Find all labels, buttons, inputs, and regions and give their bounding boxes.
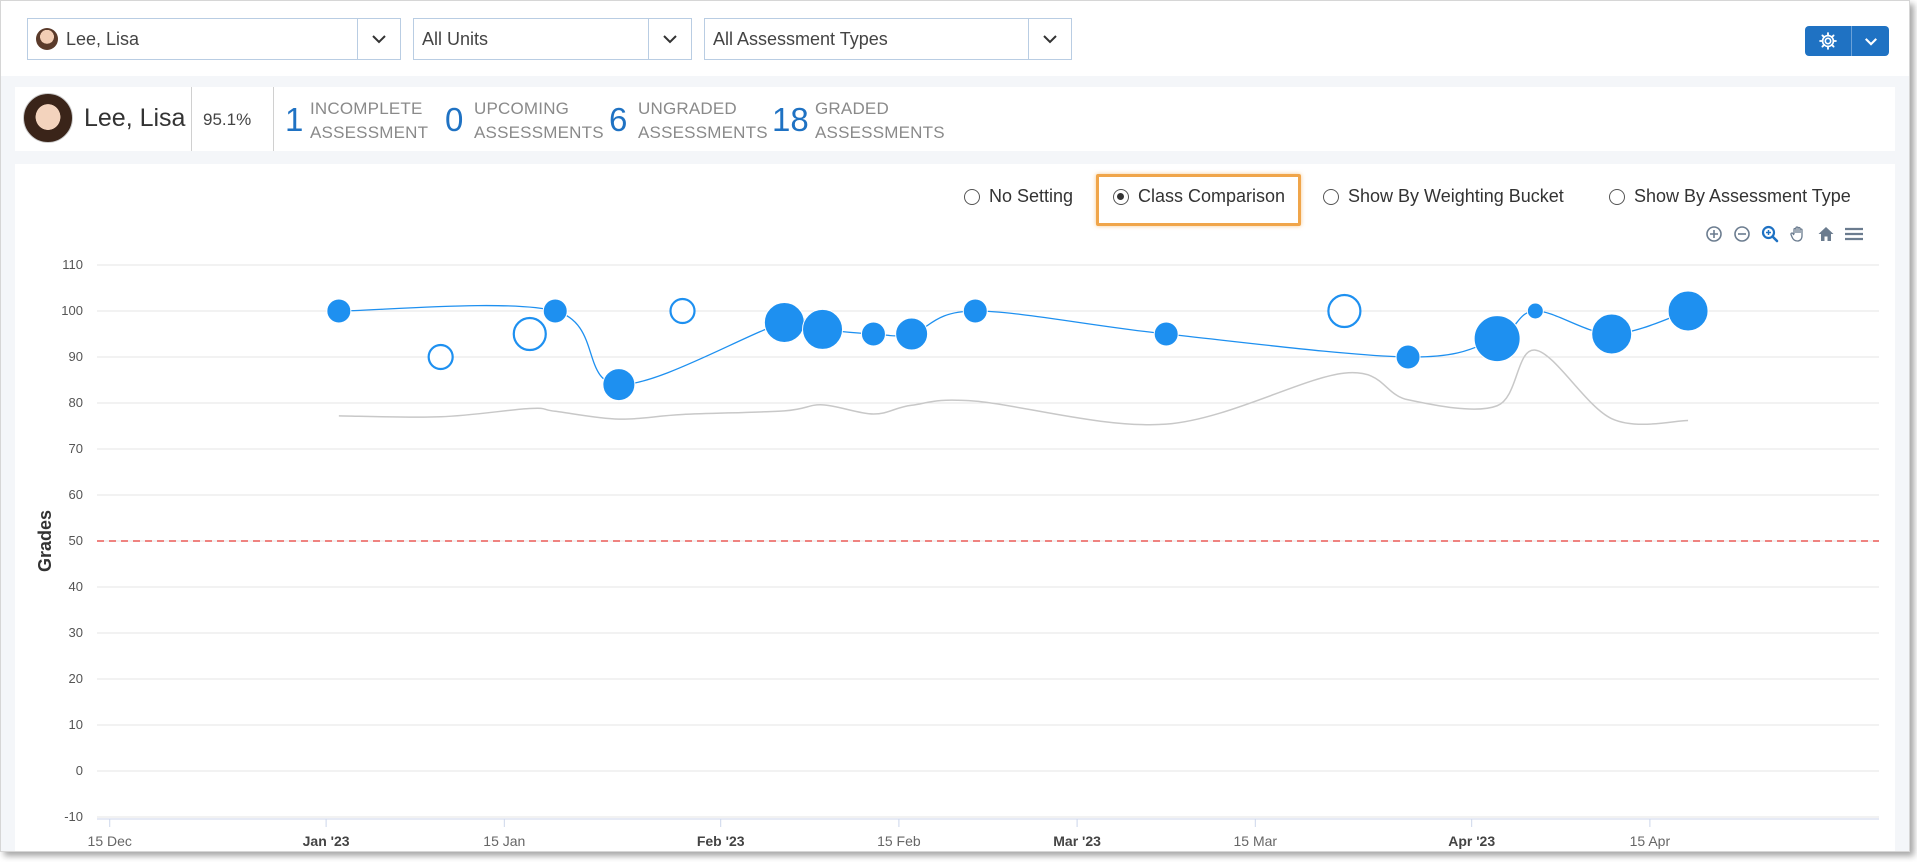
student-summary: Lee, Lisa 95.1% 1 INCOMPLETE ASSESSMENT 0… [15,87,1895,151]
unit-select-value: All Units [422,28,489,49]
ungraded-assessment-point[interactable] [427,343,454,371]
chart-toolbar [1703,223,1865,245]
radio-no-setting[interactable]: No Setting [964,186,1073,207]
x-tick-label: Jan '23 [303,833,350,849]
y-axis-label: Grades [35,510,55,572]
graded-assessment-point[interactable] [1591,313,1633,355]
graded-count: 18 [772,101,809,138]
class-average-line [338,349,1689,426]
y-tick-label: 50 [69,533,83,548]
y-tick-label: 60 [69,487,83,502]
student-select[interactable]: Lee, Lisa [27,18,401,60]
graded-label: GRADED ASSESSMENTS [815,99,945,142]
graded-assessment-point[interactable] [326,298,352,324]
zoom-in-icon[interactable] [1703,223,1725,245]
graded-assessment-point[interactable] [962,298,988,324]
overall-grade: 95.1% [203,110,252,129]
graded-assessment-point[interactable] [1395,344,1421,370]
graded-assessment-point[interactable] [802,308,844,350]
y-tick-label: 80 [69,395,83,410]
student-avatar-small [36,28,58,50]
ungraded-assessment-point[interactable] [1327,293,1362,329]
magnify-icon[interactable] [1759,223,1781,245]
x-tick-label: 15 Jan [483,833,525,849]
gear-icon[interactable] [1805,26,1852,56]
y-tick-label: 90 [69,349,83,364]
radio-circle-selected[interactable] [1113,188,1129,205]
radio-assessment-type[interactable]: Show By Assessment Type [1609,186,1851,207]
home-icon[interactable] [1815,223,1837,245]
radio-circle[interactable] [1609,188,1625,205]
graded-assessment-point[interactable] [1473,315,1521,363]
ungraded-assessment-point[interactable] [669,297,696,325]
chevron-down-icon[interactable] [648,19,691,59]
zoom-out-icon[interactable] [1731,223,1753,245]
y-tick-label: 100 [61,303,83,318]
radio-weighting-bucket[interactable]: Show By Weighting Bucket [1323,186,1564,207]
menu-icon[interactable] [1843,223,1865,245]
chevron-down-icon[interactable] [1028,19,1071,59]
incomplete-count: 1 [285,101,304,138]
radio-circle[interactable] [1323,188,1339,205]
selection-highlight [1096,174,1301,226]
chart-panel: No Setting Class Comparison Show By Weig… [15,164,1895,851]
settings-button[interactable] [1805,26,1889,56]
x-tick-label: Mar '23 [1053,833,1101,849]
graded-assessment-point[interactable] [1153,321,1179,347]
graded-assessment-point[interactable] [542,298,568,324]
y-tick-label: 40 [69,579,83,594]
graded-assessment-point[interactable] [763,302,805,343]
radio-circle[interactable] [964,188,980,205]
x-tick-label: Feb '23 [697,833,745,849]
y-tick-label: 70 [69,441,83,456]
y-tick-label: 110 [62,257,83,272]
divider [273,87,274,151]
chevron-down-icon[interactable] [1852,26,1889,56]
y-tick-label: 0 [76,763,83,778]
y-tick-label: 20 [69,671,83,686]
avatar [23,93,73,143]
ungraded-label: UNGRADED ASSESSMENTS [638,99,768,142]
unit-select[interactable]: All Units [413,18,692,60]
ungraded-assessment-point[interactable] [512,316,547,352]
filter-toolbar: Lee, Lisa All Units All Assessment Types [1,1,1909,76]
radio-class-comparison[interactable]: Class Comparison [1113,186,1285,207]
assessment-type-select[interactable]: All Assessment Types [704,18,1072,60]
ungraded-count: 6 [609,101,628,138]
y-tick-label: 10 [69,717,83,732]
x-tick-label: 15 Dec [88,833,132,849]
graded-assessment-point[interactable] [860,321,886,347]
graded-assessment-point[interactable] [1526,302,1544,320]
x-tick-label: 15 Feb [877,833,921,849]
student-grade-line [338,304,1689,386]
student-select-value: Lee, Lisa [66,28,140,49]
upcoming-count: 0 [445,101,464,138]
incomplete-label: INCOMPLETE ASSESSMENT [310,99,429,142]
x-tick-label: Apr '23 [1448,833,1495,849]
graded-assessment-point[interactable] [895,317,929,351]
divider [191,87,192,151]
y-tick-label: -10 [64,809,83,824]
graded-assessment-point[interactable] [1667,290,1709,332]
y-tick-label: 30 [69,625,83,640]
upcoming-label: UPCOMING ASSESSMENTS [474,99,604,142]
pan-hand-icon[interactable] [1787,223,1809,245]
assessment-type-select-value: All Assessment Types [713,28,888,49]
graded-assessment-point[interactable] [602,368,636,402]
chevron-down-icon[interactable] [357,19,400,59]
x-tick-label: 15 Mar [1234,833,1278,849]
student-name: Lee, Lisa [84,104,186,132]
x-tick-label: 15 Apr [1630,833,1671,849]
